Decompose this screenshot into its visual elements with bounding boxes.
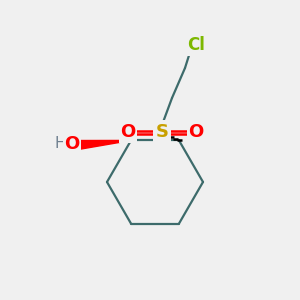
Text: O: O [188,123,204,141]
Text: Cl: Cl [187,36,205,54]
Text: O: O [120,123,136,141]
Polygon shape [78,140,131,149]
Text: H: H [54,136,66,152]
Text: O: O [64,135,80,153]
Text: S: S [155,123,169,141]
